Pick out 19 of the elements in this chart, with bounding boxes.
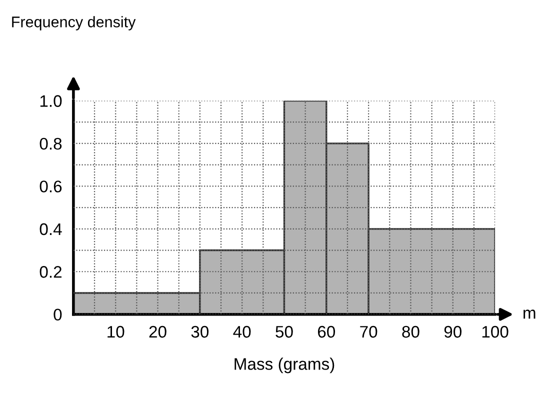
y-tick-label: 0 bbox=[54, 308, 62, 321]
x-tick-label: 50 bbox=[276, 326, 293, 338]
x-tick-label: 20 bbox=[149, 326, 166, 338]
x-tick-label: 40 bbox=[233, 326, 251, 338]
text: m bbox=[524, 310, 536, 319]
y-tick-label: 0.2 bbox=[40, 266, 62, 278]
x-tick-label: 60 bbox=[318, 326, 336, 338]
x-axis-title: Mass (grams) bbox=[234, 358, 334, 374]
y-tick-label: 0.4 bbox=[40, 223, 62, 236]
x-tick-label: 100 bbox=[482, 326, 508, 338]
x-tick-label: 10 bbox=[108, 326, 124, 338]
x-tick-label: 90 bbox=[444, 326, 462, 338]
y-tick-label: 0.6 bbox=[40, 180, 62, 192]
y-axis-title: Frequency density bbox=[12, 16, 136, 30]
x-tick-label: 80 bbox=[402, 326, 420, 338]
y-tick-label: 1.0 bbox=[40, 95, 62, 107]
y-tick-label: 0.8 bbox=[40, 138, 62, 150]
x-tick-label: 30 bbox=[191, 326, 209, 338]
x-tick-label: 70 bbox=[360, 326, 378, 338]
